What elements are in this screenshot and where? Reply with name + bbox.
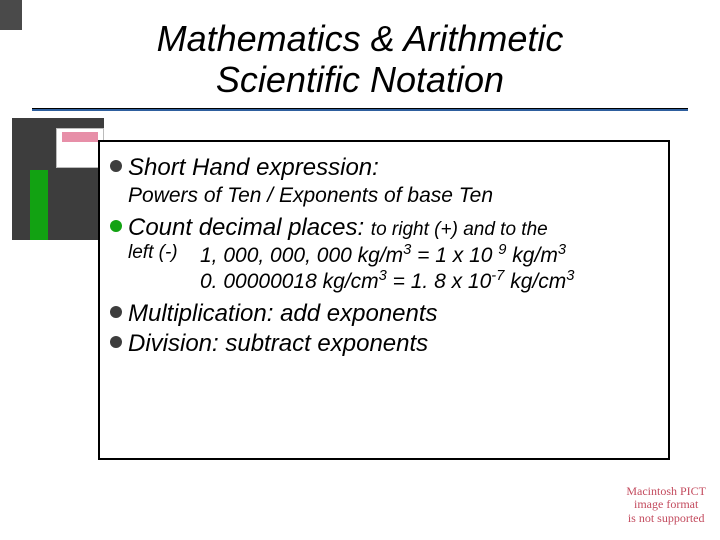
watermark-line-3: is not supported <box>626 512 706 526</box>
bullet-2-line1: Count decimal places: to right (+) and t… <box>128 214 654 242</box>
bullet-dot-3 <box>110 306 122 318</box>
equation-1: 1, 000, 000, 000 kg/m3 = 1 x 10 9 kg/m3 <box>200 244 654 268</box>
bullet-row-3: Multiplication: add exponents <box>110 300 654 328</box>
bullet-2-left-continued: left (-) <box>128 242 178 263</box>
watermark-line-2: image format <box>626 498 706 512</box>
bullet-body-2: Count decimal places: to right (+) and t… <box>128 214 654 294</box>
bullet-row-1: Short Hand expression: Powers of Ten / E… <box>110 154 654 208</box>
bullet-2-equations: 1, 000, 000, 000 kg/m3 = 1 x 10 9 kg/m3 … <box>200 244 654 294</box>
bullet-dot-1 <box>110 160 122 172</box>
watermark-line-1: Macintosh PICT <box>626 485 706 499</box>
bullet-dot-4 <box>110 336 122 348</box>
bullet-2-main-prefix: Count decimal places: <box>128 214 371 241</box>
equation-2: 0. 00000018 kg/cm3 = 1. 8 x 10-7 kg/cm3 <box>200 270 654 294</box>
bullet-3-main: Multiplication: add exponents <box>128 300 654 328</box>
decor-pink-strip <box>62 132 98 142</box>
title-underline <box>32 108 688 111</box>
pict-watermark: Macintosh PICT image format is not suppo… <box>626 485 706 526</box>
decor-green-bar <box>30 170 48 240</box>
bullet-body-1: Short Hand expression: Powers of Ten / E… <box>128 154 654 208</box>
title-line-1: Mathematics & Arithmetic <box>0 18 720 59</box>
bullet-dot-2 <box>110 220 122 232</box>
bullet-body-4: Division: subtract exponents <box>128 330 654 358</box>
bullet-4-main: Division: subtract exponents <box>128 330 654 358</box>
title-area: Mathematics & Arithmetic Scientific Nota… <box>0 18 720 101</box>
slide: Mathematics & Arithmetic Scientific Nota… <box>0 0 720 540</box>
bullet-1-sub: Powers of Ten / Exponents of base Ten <box>128 184 654 208</box>
bullet-2-tail-1: to right (+) and to the <box>371 219 548 240</box>
bullet-1-main: Short Hand expression: <box>128 154 654 182</box>
bullet-body-3: Multiplication: add exponents <box>128 300 654 328</box>
bullet-row-4: Division: subtract exponents <box>110 330 654 358</box>
content-box: Short Hand expression: Powers of Ten / E… <box>98 140 670 460</box>
bullet-row-2: Count decimal places: to right (+) and t… <box>110 214 654 294</box>
title-line-2: Scientific Notation <box>0 59 720 100</box>
